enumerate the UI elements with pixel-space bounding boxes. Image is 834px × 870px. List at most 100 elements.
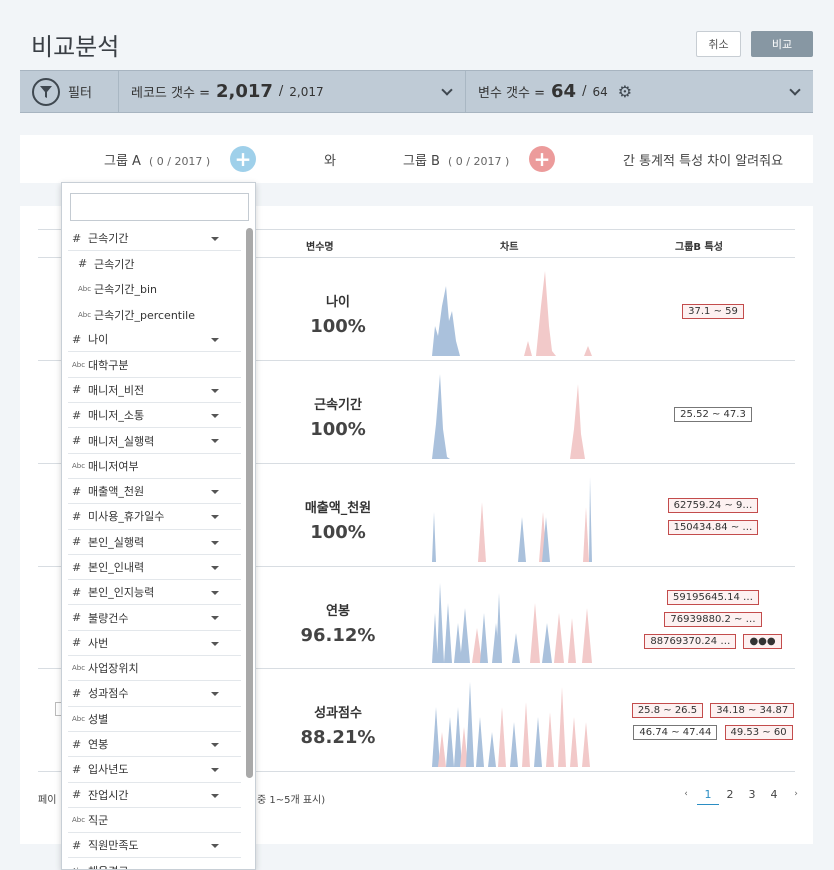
- page-button[interactable]: 1: [697, 788, 719, 805]
- gear-icon[interactable]: ⚙: [617, 82, 633, 101]
- next-page-button[interactable]: ›: [794, 789, 798, 799]
- variable-list-item[interactable]: Abc 성별: [68, 707, 241, 732]
- variable-list-item[interactable]: # 나이: [68, 327, 241, 353]
- prev-page-button[interactable]: ‹: [684, 789, 688, 799]
- table-row[interactable]: 근속기간 100% 25.52 ~ 47.3: [38, 361, 795, 464]
- variable-list-item[interactable]: Abc채용경로: [68, 858, 241, 869]
- variable-list-item[interactable]: # 직원만족도: [68, 833, 241, 859]
- variable-list-item[interactable]: # 본인_인지능력: [68, 580, 241, 606]
- variable-percent: 100%: [310, 522, 366, 543]
- variable-list-item[interactable]: Abc 근속기간_bin: [68, 277, 241, 302]
- filter-toggle[interactable]: 필터: [20, 71, 119, 112]
- range-tag[interactable]: 76939880.2 ~ …: [664, 612, 762, 627]
- variable-list-item[interactable]: # 근속기간: [68, 226, 241, 252]
- variable-list-item[interactable]: # 잔업시간: [68, 783, 241, 808]
- variable-list-label: 매니저_실행력: [88, 434, 155, 448]
- variable-list-item[interactable]: Abc 매니저여부: [68, 454, 241, 479]
- variable-list-item[interactable]: # 매니저_실행력: [68, 428, 241, 454]
- range-tag[interactable]: 49.53 ~ 60: [724, 725, 793, 740]
- caret-down-icon[interactable]: [211, 489, 219, 494]
- variable-list-label: 성별: [88, 712, 109, 726]
- caret-down-icon[interactable]: [211, 540, 219, 545]
- caret-down-icon[interactable]: [211, 591, 219, 596]
- variable-list-label: 근속기간_bin: [94, 283, 157, 297]
- variable-list-item[interactable]: # 매니저_소통: [68, 403, 241, 429]
- caret-down-icon[interactable]: [211, 237, 219, 241]
- caret-down-icon[interactable]: [211, 388, 219, 393]
- text-type-icon: Abc: [72, 714, 86, 723]
- variable-list-item[interactable]: # 본인_인내력: [68, 555, 241, 581]
- variable-list-item[interactable]: # 매니저_비전: [68, 378, 241, 404]
- numeric-type-icon: #: [72, 383, 82, 397]
- variable-list-label: 성과점수: [88, 687, 129, 701]
- compare-button[interactable]: 비교: [751, 31, 813, 57]
- variable-count-separator: /: [582, 84, 587, 99]
- variable-list-item[interactable]: Abc 대학구분: [68, 352, 241, 378]
- variable-list-label: 근속기간: [88, 232, 129, 246]
- table-row[interactable]: 나이 100% 37.1 ~ 59: [38, 258, 795, 361]
- variable-percent: 100%: [310, 419, 366, 440]
- range-tag[interactable]: 88769370.24 …: [644, 634, 737, 649]
- variable-list-label: 본인_실행력: [88, 535, 145, 549]
- caret-down-icon[interactable]: [211, 515, 219, 520]
- caret-down-icon[interactable]: [211, 793, 219, 798]
- range-tag[interactable]: 34.18 ~ 34.87: [710, 703, 795, 718]
- caret-down-icon[interactable]: [211, 641, 219, 646]
- caret-down-icon[interactable]: [211, 565, 219, 570]
- caret-down-icon[interactable]: [211, 844, 219, 849]
- variable-list-label: 불량건수: [88, 611, 129, 625]
- variable-list-item[interactable]: Abc 근속기간_percentile: [68, 302, 241, 327]
- add-group-b-button[interactable]: +: [529, 146, 555, 172]
- funnel-icon: [32, 77, 60, 106]
- group-a-text: 그룹 A ( 0 / 2017 ): [104, 150, 210, 169]
- caret-down-icon[interactable]: [211, 768, 219, 773]
- variable-name: 나이: [326, 295, 350, 310]
- record-count-selector[interactable]: 레코드 갯수 = 2,017 / 2,017: [119, 71, 466, 112]
- pager-info: 중 1~5개 표시): [257, 795, 326, 806]
- variable-count-value: 64: [551, 81, 577, 102]
- range-tag[interactable]: 37.1 ~ 59: [682, 304, 744, 319]
- numeric-type-icon: #: [72, 408, 82, 422]
- range-tag[interactable]: 25.8 ~ 26.5: [631, 703, 704, 718]
- variable-list-item[interactable]: # 근속기간: [68, 251, 241, 276]
- variable-search-input[interactable]: [70, 193, 249, 221]
- add-group-a-button[interactable]: +: [230, 146, 256, 172]
- variable-list-item[interactable]: Abc 사업장위치: [68, 656, 241, 682]
- range-tag[interactable]: 59195645.14 …: [667, 590, 759, 605]
- variable-list-item[interactable]: # 입사년도: [68, 757, 241, 783]
- range-tag[interactable]: 46.74 ~ 47.44: [633, 725, 718, 740]
- caret-down-icon[interactable]: [211, 439, 219, 444]
- variable-list-item[interactable]: Abc 직군: [68, 808, 241, 834]
- caret-down-icon[interactable]: [211, 742, 219, 747]
- caret-down-icon[interactable]: [211, 692, 219, 697]
- caret-down-icon[interactable]: [211, 338, 219, 343]
- header-chart: 차트: [500, 242, 519, 253]
- page-button[interactable]: 3: [748, 788, 756, 801]
- variable-list-item[interactable]: # 미사용_휴가일수: [68, 504, 241, 530]
- variable-list-item[interactable]: # 사번: [68, 631, 241, 657]
- range-tag[interactable]: 62759.24 ~ 9…: [667, 498, 759, 513]
- row-checkbox-edge[interactable]: [55, 702, 63, 716]
- header-group-b: 그룹B 특성: [675, 242, 723, 253]
- numeric-type-icon: #: [78, 257, 88, 271]
- variable-list-item[interactable]: # 성과점수: [68, 681, 241, 707]
- cancel-button[interactable]: 취소: [696, 31, 741, 57]
- range-tag[interactable]: 25.52 ~ 47.3: [674, 407, 752, 422]
- more-tags-button[interactable]: ●●●: [743, 634, 782, 649]
- numeric-type-icon: #: [72, 434, 82, 448]
- variable-count-label: 변수 갯수 =: [478, 86, 545, 101]
- variable-list-item[interactable]: # 본인_실행력: [68, 530, 241, 555]
- table-row[interactable]: 연봉 96.12% 59195645.14 …: [38, 567, 795, 669]
- variable-list-item[interactable]: # 연봉: [68, 732, 241, 758]
- range-tag[interactable]: 150434.84 ~ …: [667, 520, 759, 535]
- variable-count-selector[interactable]: 변수 갯수 = 64 / 64 ⚙: [466, 71, 813, 112]
- variable-list-item[interactable]: # 불량건수: [68, 605, 241, 631]
- page-button[interactable]: 4: [770, 788, 778, 801]
- caret-down-icon[interactable]: [211, 414, 219, 419]
- caret-down-icon[interactable]: [211, 616, 219, 621]
- page-button[interactable]: 2: [726, 788, 734, 801]
- scrollbar[interactable]: [246, 228, 253, 778]
- table-row[interactable]: 성과점수 88.21% 25.8 ~ 26: [38, 669, 795, 772]
- variable-list-item[interactable]: # 매출액_천원: [68, 479, 241, 505]
- table-row[interactable]: 매출액_천원 100% 62759.24 ~ 9… 150434.84 ~ …: [38, 464, 795, 567]
